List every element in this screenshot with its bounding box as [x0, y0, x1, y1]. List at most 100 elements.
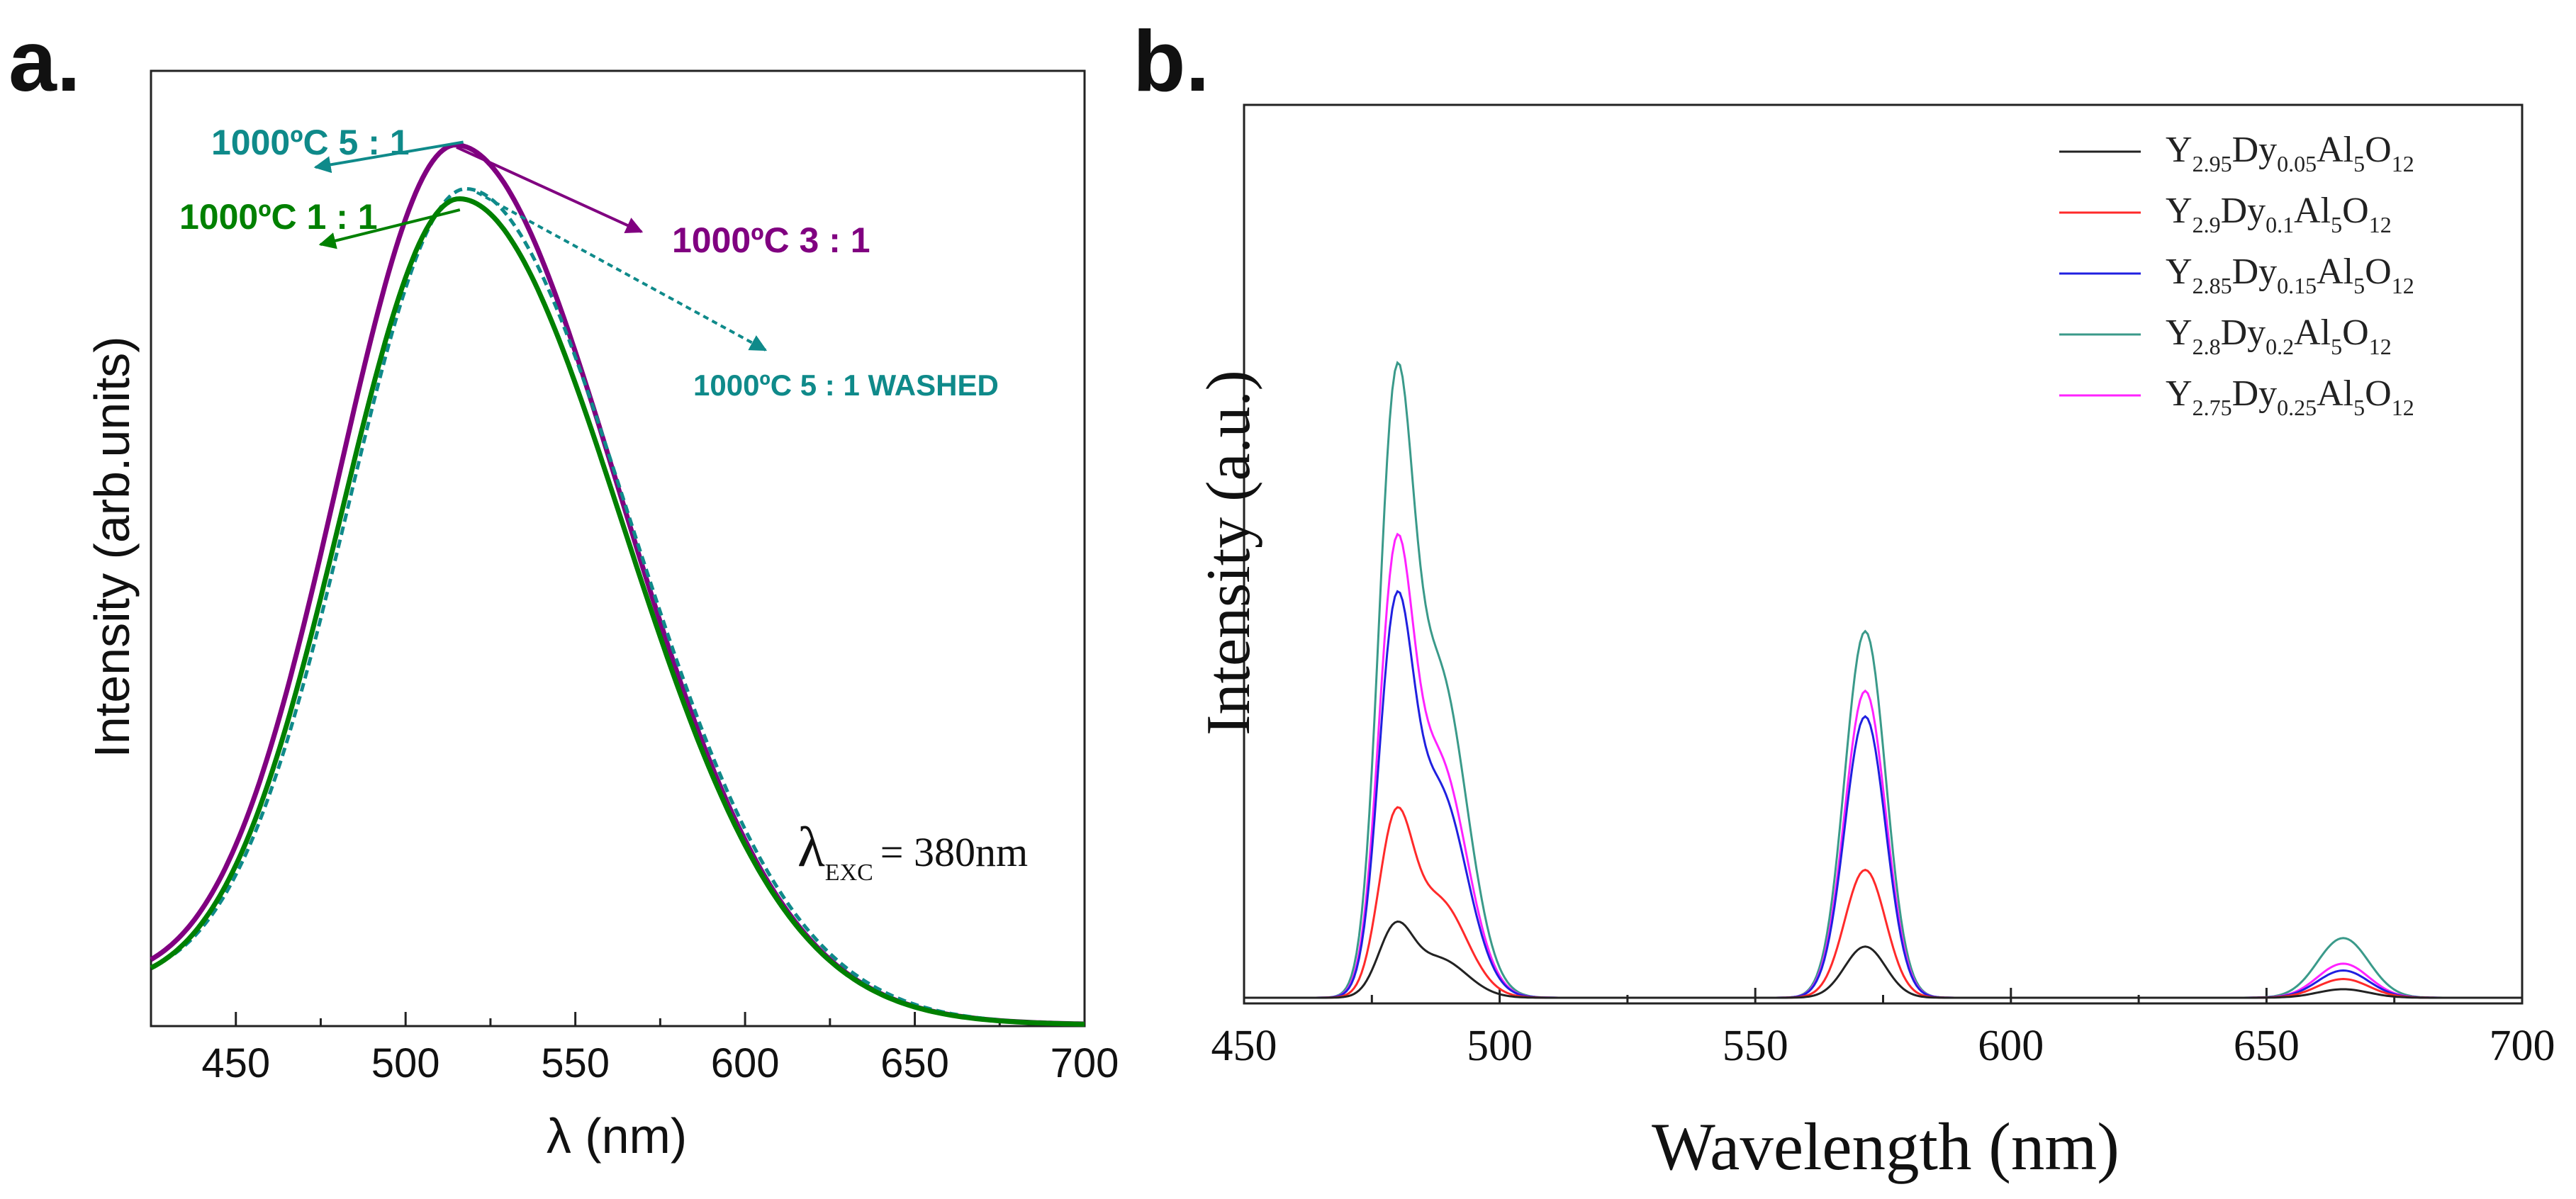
- legend-label-subscript: 12: [2392, 395, 2414, 420]
- legend-label: Y2.8Dy0.2Al5O12: [2166, 313, 2392, 359]
- legend-label-element: Al: [2317, 130, 2353, 170]
- legend-label-subscript: 0.2: [2266, 334, 2294, 359]
- chart-a-x-axis: 450 500 550 600 650 700: [150, 1012, 1119, 1086]
- legend-label: Y2.85Dy0.15Al5O12: [2166, 252, 2414, 298]
- chart-b-x-axis: 450 500 550 600 650 700: [1211, 988, 2555, 1070]
- legend-label-subscript: 0.05: [2277, 151, 2317, 176]
- legend-label-element: Al: [2294, 313, 2331, 353]
- x-tick-label-450: 450: [201, 1040, 270, 1086]
- legend-label-element: O: [2365, 373, 2392, 414]
- legend-label-element: Y: [2166, 191, 2193, 231]
- chart-b-curves: [1244, 361, 2522, 999]
- legend-label-element: Y: [2166, 130, 2193, 170]
- excitation-value: = 380nm: [880, 829, 1028, 875]
- legend-label-element: Dy: [2221, 191, 2266, 231]
- x-tick-label-500: 500: [1467, 1022, 1533, 1070]
- chart-b-x-label: Wavelength (nm): [1652, 1109, 2119, 1184]
- legend-label-subscript: 5: [2331, 334, 2342, 359]
- legend-label-element: Dy: [2232, 373, 2278, 414]
- legend-label-subscript: 2.75: [2193, 395, 2232, 420]
- legend-label-element: Dy: [2221, 313, 2266, 353]
- legend-label-subscript: 0.15: [2277, 273, 2317, 298]
- legend-label-subscript: 12: [2369, 212, 2392, 237]
- chart-a-x-label-unit: (nm): [585, 1108, 687, 1164]
- legend-label-element: Y: [2166, 252, 2193, 292]
- legend-label: Y2.95Dy0.05Al5O12: [2166, 130, 2414, 176]
- chart-a-x-label: λ (nm): [547, 1108, 687, 1164]
- x-tick-label-600: 600: [711, 1040, 780, 1086]
- legend-label-element: Dy: [2232, 130, 2278, 170]
- legend-label-subscript: 5: [2331, 212, 2342, 237]
- series-1000-c-1-1: [150, 196, 1085, 1027]
- annotation-arrow-0: [313, 140, 464, 174]
- legend-label: Y2.75Dy0.25Al5O12: [2166, 373, 2414, 420]
- chart-a-curves: [150, 142, 1085, 1027]
- legend-label-subscript: 0.25: [2277, 395, 2317, 420]
- series-y2-8dy0-2al5o12: [1244, 361, 2522, 999]
- x-tick-label-650: 650: [2234, 1022, 2300, 1070]
- x-tick-label-700: 700: [2490, 1022, 2555, 1070]
- annotation-label-1000-c-3-1: 1000ºC 3 : 1: [672, 220, 870, 260]
- annotation-arrow-2: [456, 146, 644, 233]
- chart-a: 450 500 550 600 650 700 1000ºC 5 : 1 1000ºC 1 …: [84, 69, 1119, 1164]
- x-tick-label-550: 550: [1723, 1022, 1788, 1070]
- x-tick-label-700: 700: [1051, 1040, 1119, 1086]
- legend-label-subscript: 2.9: [2193, 212, 2221, 237]
- legend-label-subscript: 5: [2353, 151, 2365, 176]
- legend-label-element: O: [2342, 313, 2369, 353]
- series-1000-c-3-1: [150, 142, 1085, 1027]
- legend-label-subscript: 0.1: [2266, 212, 2294, 237]
- x-tick-label-600: 600: [1978, 1022, 2044, 1070]
- chart-b: 450 500 550 600 650 700 Y2.95Dy0.05Al5O12Y2.9…: [1194, 103, 2555, 1184]
- annotation-label-1000-c-5-1: 1000ºC 5 : 1: [211, 123, 410, 162]
- legend-label-element: Y: [2166, 313, 2193, 353]
- plot-a-frame: [150, 69, 1086, 1028]
- legend-label-subscript: 12: [2392, 273, 2414, 298]
- legend-label-element: O: [2365, 252, 2392, 292]
- legend-label-subscript: 2.95: [2193, 151, 2232, 176]
- chart-a-y-label: Intensity (arb.units): [84, 336, 140, 758]
- legend-label-subscript: 2.85: [2193, 273, 2232, 298]
- annotation-label-1000-c-5-1-washed: 1000ºC 5 : 1 WASHED: [693, 368, 999, 402]
- series-1000-c-5-1-washed: [150, 186, 1085, 1026]
- legend-item-y2-9dy0-1al5o12: Y2.9Dy0.1Al5O12: [2059, 191, 2392, 237]
- series-y2-85dy0-15al5o12: [1244, 590, 2522, 999]
- plot-b-frame: [1243, 103, 2524, 1005]
- excitation-subscript: EXC: [825, 860, 873, 886]
- chart-b-y-label: Intensity (a.u.): [1194, 370, 1263, 736]
- panel-b-label: b.: [1133, 13, 1209, 109]
- legend-label-element: O: [2365, 130, 2392, 170]
- legend-label-element: Al: [2317, 373, 2353, 414]
- legend-label-element: Y: [2166, 373, 2193, 414]
- legend-item-y2-85dy0-15al5o12: Y2.85Dy0.15Al5O12: [2059, 252, 2414, 298]
- legend-label-element: Al: [2317, 252, 2353, 292]
- chart-a-x-label-symbol: λ: [547, 1108, 571, 1164]
- series-y2-95dy0-05al5o12: [1244, 920, 2522, 999]
- series-y2-75dy0-25al5o12: [1244, 532, 2522, 999]
- legend-label-element: Dy: [2232, 252, 2278, 292]
- legend-item-y2-8dy0-2al5o12: Y2.8Dy0.2Al5O12: [2059, 313, 2392, 359]
- annotation-arrow-1: [318, 208, 461, 249]
- legend-item-y2-95dy0-05al5o12: Y2.95Dy0.05Al5O12: [2059, 130, 2414, 176]
- x-tick-label-650: 650: [880, 1040, 949, 1086]
- chart-b-legend: Y2.95Dy0.05Al5O12Y2.9Dy0.1Al5O12Y2.85Dy0…: [2059, 130, 2414, 420]
- legend-label-subscript: 2.8: [2193, 334, 2221, 359]
- legend-label-subscript: 5: [2353, 273, 2365, 298]
- legend-label-subscript: 12: [2369, 334, 2392, 359]
- legend-item-y2-75dy0-25al5o12: Y2.75Dy0.25Al5O12: [2059, 373, 2414, 420]
- x-tick-label-450: 450: [1211, 1022, 1277, 1070]
- excitation-symbol: λ: [797, 816, 825, 879]
- legend-label-element: Al: [2294, 191, 2331, 231]
- x-tick-label-500: 500: [371, 1040, 440, 1086]
- chart-a-annotations: 1000ºC 5 : 1 1000ºC 1 : 1 1000ºC 3 : 1 1000…: [179, 123, 999, 402]
- legend-label-subscript: 12: [2392, 151, 2414, 176]
- legend-label-element: O: [2342, 191, 2369, 231]
- panel-a-label: a.: [9, 13, 81, 109]
- annotation-label-1000-c-1-1: 1000ºC 1 : 1: [179, 197, 378, 237]
- annotation-arrow-3: [476, 191, 768, 351]
- legend-label: Y2.9Dy0.1Al5O12: [2166, 191, 2392, 237]
- x-tick-label-550: 550: [541, 1040, 610, 1086]
- excitation-annotation: λEXC = 380nm: [797, 816, 1028, 886]
- series-y2-9dy0-1al5o12: [1244, 806, 2522, 999]
